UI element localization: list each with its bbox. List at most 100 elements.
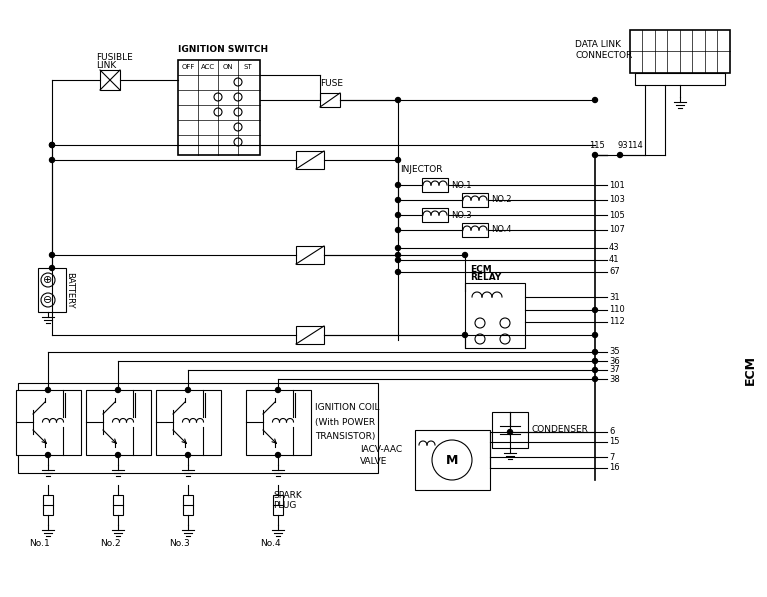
Bar xyxy=(43,495,53,515)
Circle shape xyxy=(50,266,54,270)
Text: ON: ON xyxy=(222,64,233,70)
Circle shape xyxy=(50,143,54,147)
Text: FUSIBLE: FUSIBLE xyxy=(96,54,133,63)
Circle shape xyxy=(592,333,597,337)
Text: DATA LINK
CONNECTOR: DATA LINK CONNECTOR xyxy=(575,41,632,60)
Text: 107: 107 xyxy=(609,226,625,235)
Circle shape xyxy=(500,318,510,328)
Circle shape xyxy=(432,440,472,480)
Bar xyxy=(296,246,324,264)
Bar xyxy=(113,495,123,515)
Text: No.1: No.1 xyxy=(30,538,51,547)
Bar xyxy=(462,193,488,207)
Text: ⊖: ⊖ xyxy=(43,295,53,305)
Text: 41: 41 xyxy=(609,256,620,264)
Text: 31: 31 xyxy=(609,293,620,301)
Text: NO.3: NO.3 xyxy=(451,211,472,220)
Bar xyxy=(246,390,311,455)
Circle shape xyxy=(396,183,400,187)
Circle shape xyxy=(50,253,54,257)
Bar xyxy=(38,268,66,312)
Bar xyxy=(273,495,283,515)
Circle shape xyxy=(396,97,400,103)
Text: ACC: ACC xyxy=(201,64,215,70)
Text: No.4: No.4 xyxy=(260,538,280,547)
Circle shape xyxy=(41,293,55,307)
Text: NO.4: NO.4 xyxy=(491,226,512,235)
Circle shape xyxy=(116,453,120,457)
Circle shape xyxy=(592,377,597,381)
Bar xyxy=(178,60,260,155)
Text: 15: 15 xyxy=(609,438,620,447)
Text: SPARK: SPARK xyxy=(273,491,301,500)
Bar xyxy=(465,283,525,348)
Text: 105: 105 xyxy=(609,211,625,220)
Text: NO.1: NO.1 xyxy=(451,180,472,189)
Circle shape xyxy=(116,387,120,392)
Text: RELAY: RELAY xyxy=(470,272,502,282)
Bar xyxy=(296,151,324,169)
Text: 6: 6 xyxy=(609,427,614,436)
Circle shape xyxy=(396,158,400,162)
Bar xyxy=(16,390,81,455)
Text: FUSE: FUSE xyxy=(320,79,343,88)
Text: IACV-AAC: IACV-AAC xyxy=(360,445,402,454)
Bar xyxy=(86,390,151,455)
Text: 7: 7 xyxy=(609,453,614,461)
Text: 16: 16 xyxy=(609,463,620,472)
Circle shape xyxy=(396,198,400,202)
Text: INJECTOR: INJECTOR xyxy=(400,165,443,174)
Bar xyxy=(18,383,378,473)
Circle shape xyxy=(45,453,51,457)
Circle shape xyxy=(45,387,51,392)
Bar xyxy=(296,326,324,344)
Text: 103: 103 xyxy=(609,195,625,205)
Text: 67: 67 xyxy=(609,267,620,276)
Circle shape xyxy=(592,368,597,373)
Text: CONDENSER: CONDENSER xyxy=(532,426,589,435)
Text: (With POWER: (With POWER xyxy=(315,417,375,426)
Bar xyxy=(156,390,221,455)
Circle shape xyxy=(396,269,400,275)
Bar xyxy=(635,73,725,85)
Circle shape xyxy=(50,143,54,147)
Bar xyxy=(492,412,528,448)
Text: OFF: OFF xyxy=(181,64,195,70)
Circle shape xyxy=(463,253,468,257)
Text: ECM: ECM xyxy=(743,355,756,385)
Text: 112: 112 xyxy=(609,318,625,327)
Text: BATTERY: BATTERY xyxy=(65,272,74,308)
Bar xyxy=(100,70,120,90)
Text: PLUG: PLUG xyxy=(273,500,296,509)
Circle shape xyxy=(186,387,190,392)
Text: 37: 37 xyxy=(609,365,620,374)
Text: IGNITION SWITCH: IGNITION SWITCH xyxy=(178,45,268,54)
Text: 38: 38 xyxy=(609,374,620,383)
Circle shape xyxy=(592,307,597,312)
Circle shape xyxy=(500,334,510,344)
Bar xyxy=(630,30,730,73)
Circle shape xyxy=(234,138,242,146)
Circle shape xyxy=(508,429,512,435)
Circle shape xyxy=(234,93,242,101)
Circle shape xyxy=(396,253,400,257)
Text: IGNITION COIL: IGNITION COIL xyxy=(315,402,380,411)
Circle shape xyxy=(592,349,597,355)
Text: 115: 115 xyxy=(589,140,605,149)
Circle shape xyxy=(592,359,597,364)
Text: ⊕: ⊕ xyxy=(43,275,53,285)
Text: 93: 93 xyxy=(617,140,628,149)
Circle shape xyxy=(275,387,281,392)
Bar xyxy=(183,495,193,515)
Bar xyxy=(320,93,340,107)
Circle shape xyxy=(275,453,281,457)
Circle shape xyxy=(396,213,400,217)
Text: M: M xyxy=(446,454,458,466)
Text: 36: 36 xyxy=(609,356,620,365)
Circle shape xyxy=(234,123,242,131)
Text: VALVE: VALVE xyxy=(360,457,387,466)
Circle shape xyxy=(50,158,54,162)
Text: 35: 35 xyxy=(609,347,620,356)
Text: 101: 101 xyxy=(609,180,625,189)
Circle shape xyxy=(41,273,55,287)
